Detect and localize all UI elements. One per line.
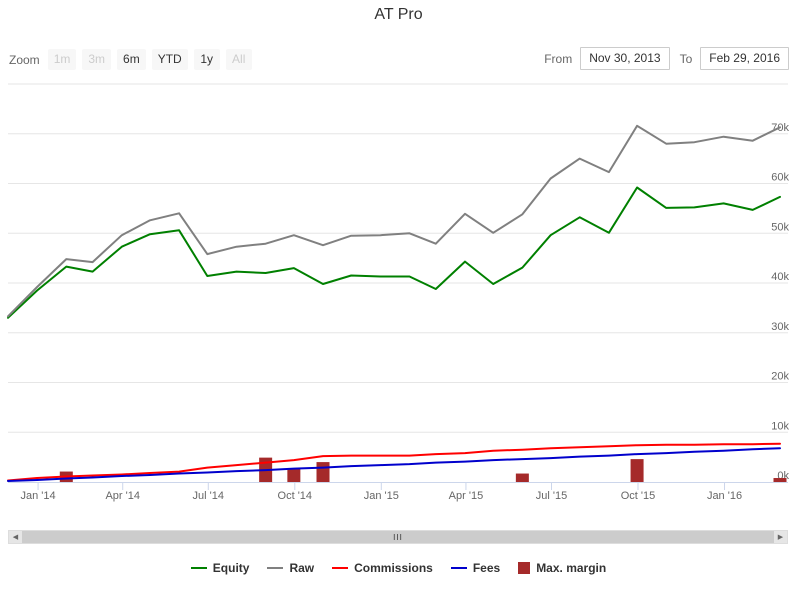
zoom-1m-button[interactable]: 1m [47,49,77,70]
scroll-right-arrow-icon[interactable]: ▶ [773,531,787,543]
max-margin-bar [630,459,644,482]
chart-title: AT Pro [374,6,423,23]
zoom-3m-button[interactable]: 3m [82,49,112,70]
y-tick-label: 30k [771,321,789,333]
legend-swatch [267,567,284,569]
legend-label: Equity [212,561,250,575]
legend-swatch [190,567,207,569]
from-label: From [544,51,573,66]
zoom-all-button[interactable]: All [225,49,252,70]
max-margin-bar [287,468,301,482]
zoom-ytd-button[interactable]: YTD [151,49,188,70]
max-margin-bar [515,473,529,482]
legend-item-raw[interactable]: Raw [267,561,314,575]
y-tick-label: 50k [771,221,789,233]
scrollbar-thumb[interactable]: III [23,531,773,543]
legend-label: Max. margin [536,561,607,575]
scroll-left-arrow-icon[interactable]: ◀ [9,531,23,543]
zoom-6m-button[interactable]: 6m [117,49,146,70]
zoom-label: Zoom [9,52,40,67]
range-selector: Zoom 1m 3m 6m YTD 1y All [9,49,258,70]
series-line-equity [7,186,781,319]
legend-item-commissions[interactable]: Commissions [332,561,433,575]
legend-item-fees[interactable]: Fees [450,561,501,575]
max-margin-bar [316,462,330,482]
x-tick-label: Jul '15 [536,490,567,502]
to-label: To [679,51,693,66]
navigator-scrollbar[interactable]: ◀ III ▶ [8,530,788,544]
x-tick-label: Apr '14 [105,490,140,502]
legend-label: Raw [289,561,315,575]
zoom-1y-button[interactable]: 1y [193,49,220,70]
y-tick-label: 40k [771,271,789,283]
series-line-commissions [7,442,781,482]
legend-item-max-margin[interactable]: Max. margin [518,561,606,575]
x-tick-label: Jan '15 [364,490,399,502]
series-line-raw [7,124,781,318]
from-date-input[interactable]: Nov 30, 2013 [580,47,670,70]
x-tick-label: Oct '14 [278,490,313,502]
legend-item-equity[interactable]: Equity [190,561,250,575]
legend-label: Commissions [354,561,433,575]
x-tick-label: Jul '14 [193,490,224,502]
y-tick-label: 20k [771,371,789,383]
legend-swatch [450,567,467,569]
legend-swatch [518,562,531,574]
legend-swatch [332,567,349,569]
legend: Equity Raw Commissions Fees Max. margin [0,561,797,575]
date-range: From Nov 30, 2013 To Feb 29, 2016 [544,47,789,70]
x-tick-label: Apr '15 [449,490,484,502]
y-tick-label: 60k [771,172,789,184]
max-margin-bar [773,478,787,482]
to-date-input[interactable]: Feb 29, 2016 [700,47,789,70]
legend-label: Fees [472,561,501,575]
x-tick-label: Jan '14 [21,490,56,502]
x-tick-label: Oct '15 [621,490,656,502]
x-tick-label: Jan '16 [707,490,742,502]
y-tick-label: 10k [771,420,789,432]
series-line-fees [7,447,781,482]
